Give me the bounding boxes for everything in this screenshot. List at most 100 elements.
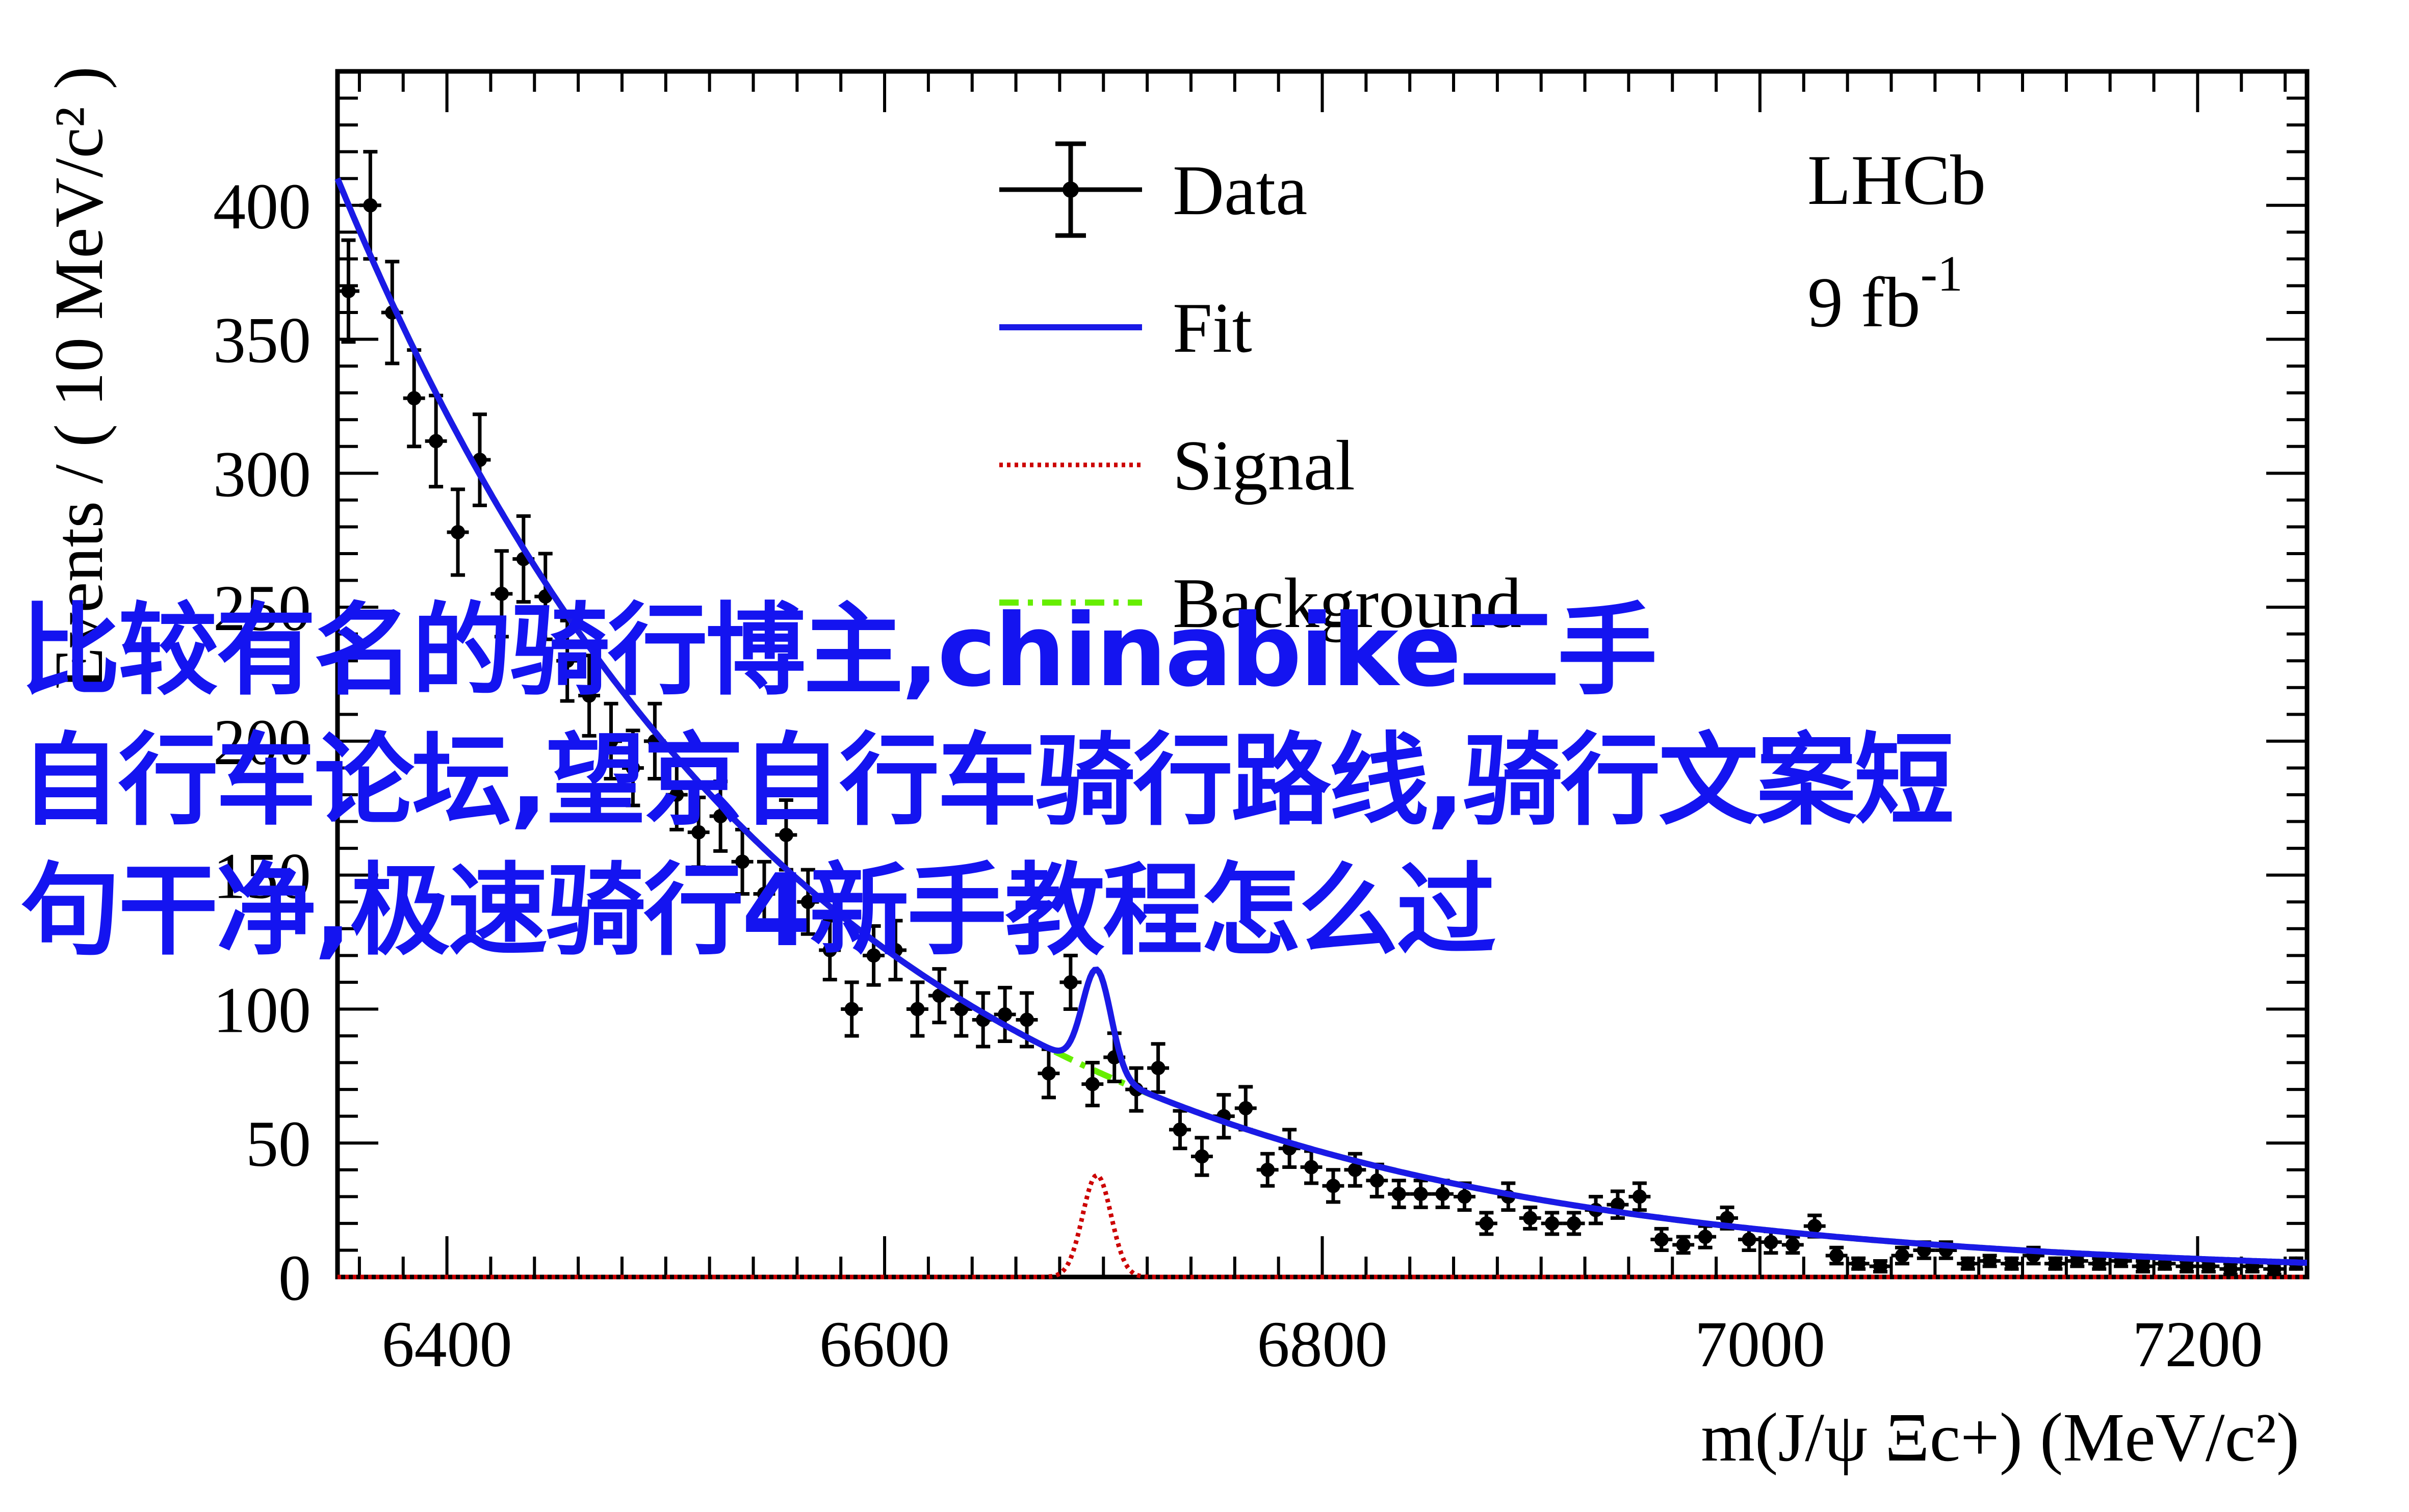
data-point [1847, 1256, 1870, 1271]
fit-curve [334, 177, 2308, 1266]
data-point [1628, 1181, 1651, 1212]
data-point-marker [735, 854, 750, 869]
y-tick-label: 350 [213, 304, 311, 377]
y-tick-label: 250 [213, 572, 311, 644]
data-point [665, 758, 688, 831]
data-point-marker [1326, 1179, 1340, 1193]
data-point-marker [1260, 1162, 1275, 1177]
data-point-marker [932, 988, 947, 1003]
data-point [1541, 1211, 1563, 1236]
luminosity-label: 9 fb-1 [1807, 245, 1963, 342]
data-point-marker [407, 391, 422, 406]
data-point-marker [2136, 1259, 2151, 1273]
data-point-marker [1632, 1189, 1647, 1204]
data-point-marker [1085, 1077, 1100, 1091]
data-point [928, 967, 950, 1025]
data-point-marker [998, 1007, 1013, 1022]
data-point-marker [1369, 1173, 1384, 1188]
data-point [994, 985, 1016, 1044]
data-point-marker [910, 1002, 925, 1016]
data-point-marker [1041, 1066, 1056, 1081]
data-point [1716, 1205, 1739, 1231]
data-point [1694, 1224, 1717, 1249]
data-point [1781, 1235, 1804, 1255]
legend-signal-label: Signal [1173, 426, 1355, 505]
data-point [1322, 1168, 1344, 1204]
data-point [1169, 1109, 1191, 1151]
data-point-marker [2223, 1262, 2238, 1276]
data-point [775, 798, 797, 872]
data-point-marker [1610, 1197, 1625, 1212]
data-point [1147, 1042, 1170, 1094]
data-point-marker [1063, 975, 1078, 989]
data-point-marker [1720, 1211, 1734, 1226]
data-point [2088, 1256, 2110, 1271]
data-point-marker [2267, 1262, 2282, 1276]
y-tick-label: 100 [213, 974, 311, 1046]
data-point [600, 701, 622, 780]
data-point-marker [866, 948, 881, 963]
data-point-marker [2004, 1256, 2019, 1271]
data-point-marker [1195, 1149, 1209, 1164]
data-point [1957, 1256, 1979, 1271]
data-point-marker [2048, 1256, 2063, 1271]
data-point-marker [1348, 1162, 1362, 1177]
overlay-line-1: 比较有名的骑行博主,chinabike二手 [20, 593, 1657, 709]
data-point-marker [1676, 1237, 1691, 1252]
data-point [1388, 1179, 1410, 1209]
data-point-marker [1807, 1219, 1822, 1234]
data-point-marker [429, 434, 444, 449]
data-point-marker [451, 525, 465, 539]
data-point [972, 991, 994, 1049]
data-point-marker [1698, 1230, 1713, 1244]
data-point [1432, 1179, 1454, 1209]
data-point-marker [691, 825, 706, 840]
y-tick-label: 300 [213, 438, 311, 510]
data-point [863, 924, 885, 987]
data-point-marker [1523, 1211, 1538, 1226]
data-point-marker [1982, 1254, 1997, 1268]
data-point-marker [1851, 1256, 1866, 1271]
x-tick-label: 6800 [1257, 1308, 1388, 1380]
data-point-marker [1435, 1187, 1450, 1202]
data-point-marker [1567, 1216, 1582, 1231]
data-point [1869, 1259, 1892, 1273]
data-point-marker [1545, 1216, 1560, 1231]
data-point-marker [560, 654, 575, 668]
data-point [819, 919, 841, 982]
data-point [1825, 1245, 1848, 1266]
legend-data-marker [1063, 181, 1079, 198]
data-point-marker [822, 943, 837, 957]
legend-fit-label: Fit [1173, 289, 1252, 368]
y-tick-label: 50 [246, 1108, 311, 1180]
data-point-marker [954, 1002, 969, 1016]
overlay-caption: 比较有名的骑行博主,chinabike二手 自行车论坛,望京自行车骑行路线,骑行… [20, 586, 2304, 976]
data-point [2219, 1262, 2242, 1276]
data-point [1979, 1254, 2001, 1268]
data-point-marker [757, 887, 771, 901]
data-point [2044, 1256, 2066, 1271]
data-point [797, 868, 819, 936]
data-point-marker [494, 586, 509, 601]
data-point [1081, 1061, 1104, 1108]
data-point-marker [779, 827, 793, 842]
data-point-marker [2201, 1259, 2216, 1273]
x-tick-label: 6400 [382, 1308, 512, 1380]
data-point-marker [1895, 1248, 1909, 1263]
data-point-marker [1829, 1248, 1844, 1263]
data-point-marker [1479, 1216, 1494, 1231]
data-point [1300, 1149, 1323, 1185]
data-point [2001, 1256, 2023, 1271]
data-point [1475, 1211, 1497, 1236]
data-point-marker [1413, 1187, 1428, 1202]
data-point [534, 552, 557, 641]
x-axis-title: m(J/ψ Ξc+) (MeV/c²) [1701, 1399, 2299, 1476]
data-point-marker [2179, 1259, 2194, 1273]
data-point [381, 259, 403, 366]
legend: Data Fit Signal Background [999, 141, 1521, 643]
data-point [687, 795, 710, 869]
data-point [906, 980, 928, 1038]
data-point-marker [800, 895, 815, 909]
